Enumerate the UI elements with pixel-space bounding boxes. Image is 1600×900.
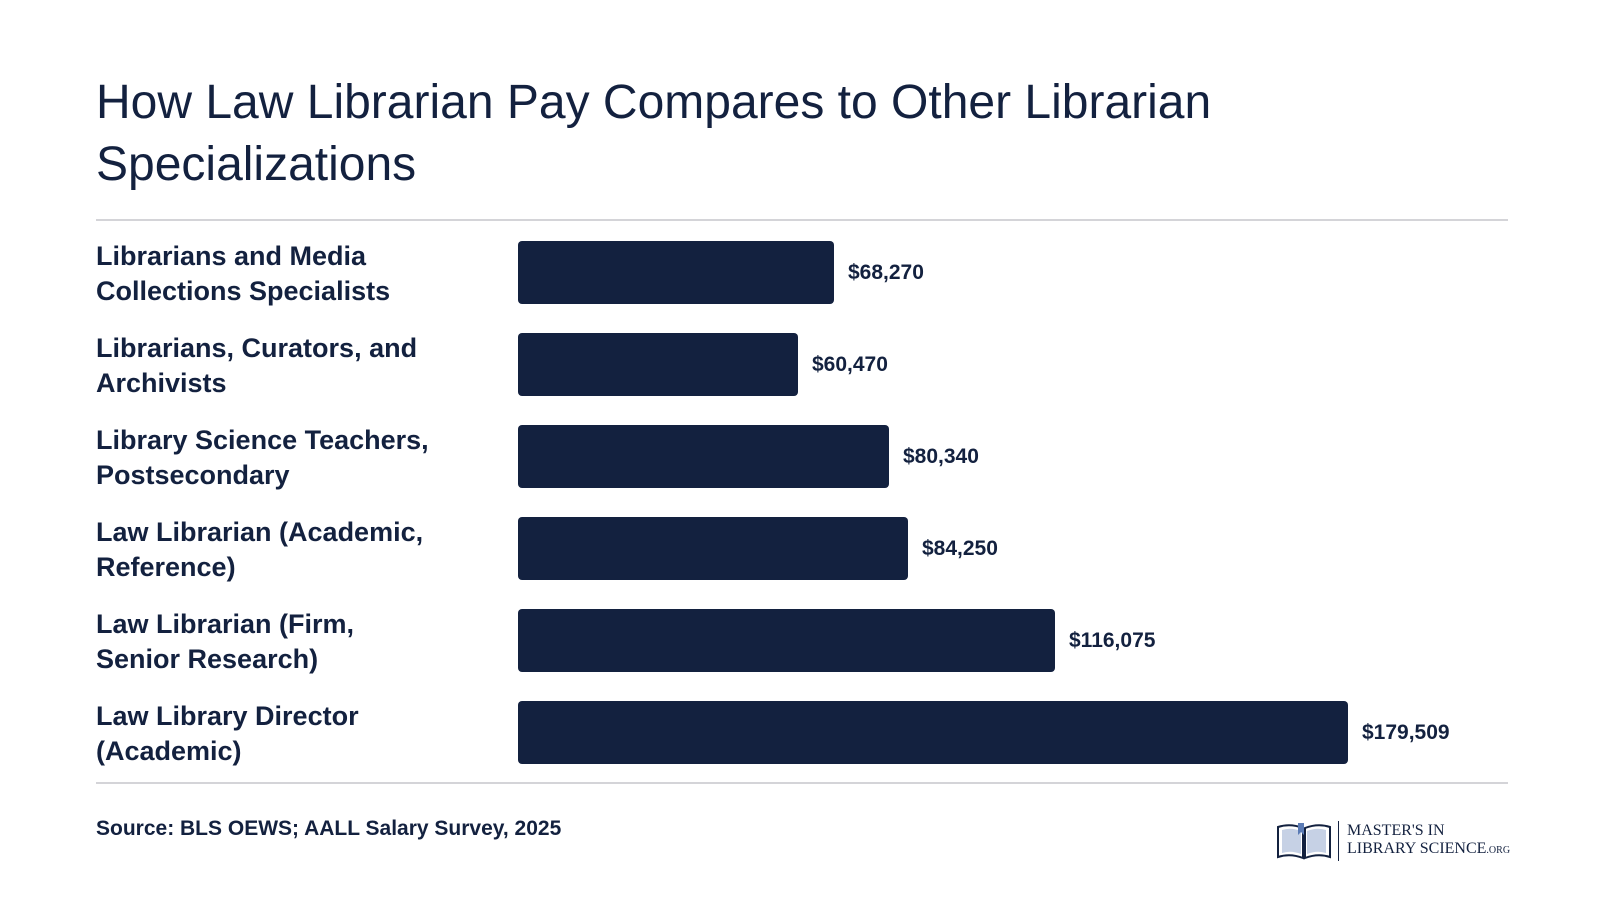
category-label: Library Science Teachers, Postsecondary xyxy=(96,423,496,493)
category-label-line: Postsecondary xyxy=(96,460,290,490)
bar xyxy=(518,609,1055,672)
bottom-divider xyxy=(96,782,1508,784)
source-note: Source: BLS OEWS; AALL Salary Survey, 20… xyxy=(96,817,562,840)
value-label: $68,270 xyxy=(848,261,924,284)
value-label: $179,509 xyxy=(1362,721,1450,744)
category-label-line: (Academic) xyxy=(96,736,242,766)
category-label-line: Law Librarian (Academic, xyxy=(96,517,424,547)
category-label-line: Collections Specialists xyxy=(96,276,391,306)
category-label-line: Reference) xyxy=(96,552,236,582)
bar xyxy=(518,241,834,304)
category-label-line: Library Science Teachers, xyxy=(96,425,429,455)
logo-line2-main: LIBRARY SCIENCE xyxy=(1347,840,1487,857)
value-label: $60,470 xyxy=(812,353,888,376)
bar xyxy=(518,333,798,396)
value-label: $80,340 xyxy=(903,445,979,468)
logo-wordmark: MASTER'S IN LIBRARY SCIENCE.ORG xyxy=(1347,822,1510,860)
category-label-line: Librarians, Curators, and xyxy=(96,333,418,363)
value-label: $84,250 xyxy=(922,537,998,560)
open-book-icon xyxy=(1277,823,1331,860)
category-label: Librarians, Curators, and Archivists xyxy=(96,331,496,401)
logo-separator xyxy=(1338,821,1339,861)
category-label: Law Library Director (Academic) xyxy=(96,699,496,769)
bar xyxy=(518,517,908,580)
logo-line1: MASTER'S IN xyxy=(1347,822,1445,839)
category-label-line: Senior Research) xyxy=(96,644,319,674)
category-label-line: Archivists xyxy=(96,368,227,398)
value-label: $116,075 xyxy=(1069,629,1156,652)
category-label-line: Law Library Director xyxy=(96,701,359,731)
category-label-line: Law Librarian (Firm, xyxy=(96,609,355,639)
site-logo[interactable]: MASTER'S IN LIBRARY SCIENCE.ORG xyxy=(1276,820,1510,862)
bar xyxy=(518,425,889,488)
chart-title: How Law Librarian Pay Compares to Other … xyxy=(96,76,1212,191)
bar xyxy=(518,701,1348,764)
logo-suffix: .ORG xyxy=(1486,845,1511,856)
top-divider xyxy=(96,219,1508,221)
category-label: Librarians and Media Collections Speciali… xyxy=(96,239,496,309)
category-label: Law Librarian (Firm, Senior Research) xyxy=(96,607,496,677)
category-label-line: Librarians and Media xyxy=(96,241,367,271)
logo-line2: LIBRARY SCIENCE.ORG xyxy=(1347,840,1510,860)
category-label: Law Librarian (Academic, Reference) xyxy=(96,515,496,585)
